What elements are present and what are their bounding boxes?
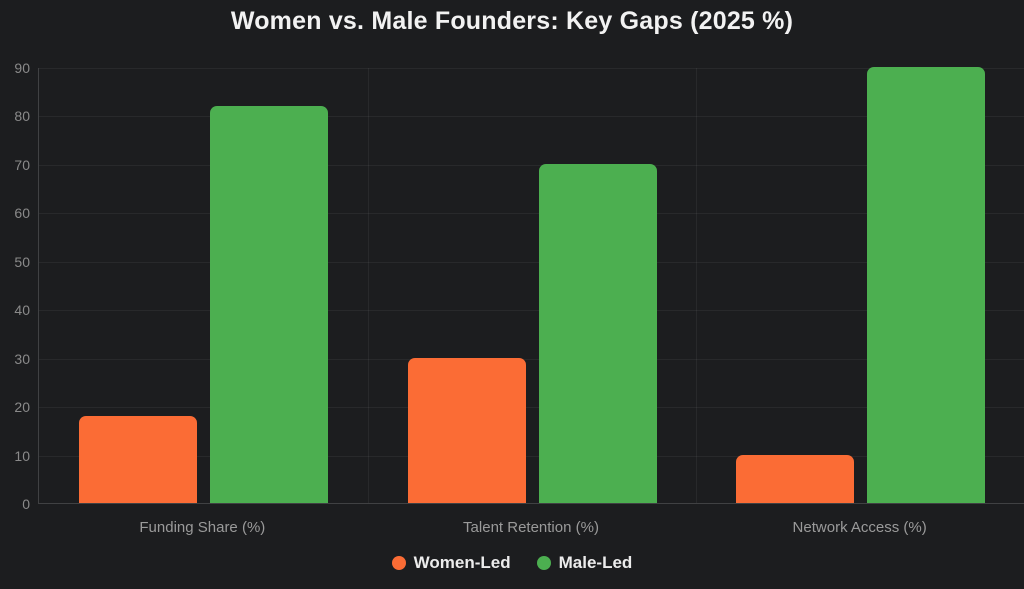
chart-title: Women vs. Male Founders: Key Gaps (2025 … [230,7,794,35]
y-tick-label-10: 10 [14,447,30,464]
y-tick-label-40: 40 [14,302,30,319]
legend-item-male-led[interactable]: Male-Led [536,553,633,573]
y-tick-label-30: 30 [14,350,30,367]
gridline-y-10 [39,455,1024,457]
bar-male-led-network-access [867,67,986,503]
x-axis-label-network-access: Network Access (%) [792,519,927,536]
gridline-y-80 [39,116,1024,118]
y-tick-label-20: 20 [14,399,30,416]
gridline-x-boundary-2 [696,68,698,503]
gridline-y-90 [39,68,1024,69]
chart-legend: Women-Led Male-Led [0,553,1024,573]
y-tick-label-50: 50 [14,253,30,270]
gridline-y-40 [39,310,1024,312]
gridline-y-60 [39,213,1024,215]
legend-label-male-led: Male-Led [558,553,633,572]
y-tick-label-0: 0 [22,496,30,512]
gridline-y-30 [39,358,1024,360]
x-axis-label-talent-retention: Talent Retention (%) [463,519,599,536]
y-tick-label-60: 60 [14,205,30,222]
x-axis-label-funding-share: Funding Share (%) [139,519,266,536]
legend-label-women-led: Women-Led [413,553,511,572]
bar-women-led-network-access [736,454,855,503]
bar-male-led-talent-retention [538,163,657,503]
plot-area [38,67,1024,504]
y-tick-label-80: 80 [14,108,30,125]
legend-dot-women-led [391,556,406,570]
gridline-y-50 [39,261,1024,263]
bar-women-led-funding-share [78,415,197,503]
gridline-y-70 [39,164,1024,166]
legend-dot-male-led [536,556,551,570]
y-tick-label-70: 70 [14,156,30,173]
bar-male-led-funding-share [209,105,328,503]
gridline-y-20 [39,407,1024,409]
bar-women-led-talent-retention [407,357,526,503]
gridline-x-boundary-1 [367,68,369,503]
y-tick-label-90: 90 [14,60,30,76]
legend-item-women-led[interactable]: Women-Led [391,553,511,573]
